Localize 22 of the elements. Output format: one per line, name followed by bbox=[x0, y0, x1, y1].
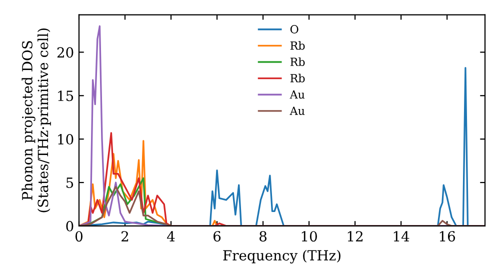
x-tick-label: 6 bbox=[214, 231, 221, 242]
y-tick-label: 10 bbox=[58, 134, 74, 145]
x-tick-label: 16 bbox=[440, 231, 456, 242]
legend-label: Rb bbox=[290, 74, 305, 82]
x-tick-label: 10 bbox=[302, 231, 317, 242]
legend-label: Au bbox=[290, 106, 305, 115]
legend-label: Rb bbox=[290, 41, 305, 50]
x-tick-label: 4 bbox=[167, 231, 175, 242]
x-tick-label: 12 bbox=[348, 231, 363, 242]
legend-label: Au bbox=[290, 90, 305, 99]
y-tick-label: 15 bbox=[58, 90, 74, 102]
x-axis-title: Frequency (THz) bbox=[223, 250, 340, 264]
x-tick-label: 8 bbox=[260, 231, 267, 242]
x-tick-label: 14 bbox=[394, 231, 410, 242]
y-tick-label: 20 bbox=[57, 47, 74, 58]
legend-label: O bbox=[290, 25, 298, 34]
x-tick-label: 0 bbox=[75, 231, 82, 242]
y-tick-label: 5 bbox=[66, 178, 74, 188]
legend-label: Rb bbox=[290, 57, 305, 66]
y-tick-label: 0 bbox=[66, 220, 74, 232]
x-tick-label: 2 bbox=[122, 231, 128, 242]
y-axis-title: Phonon projected DOS (States/THz·primitive cell) bbox=[22, 28, 51, 212]
